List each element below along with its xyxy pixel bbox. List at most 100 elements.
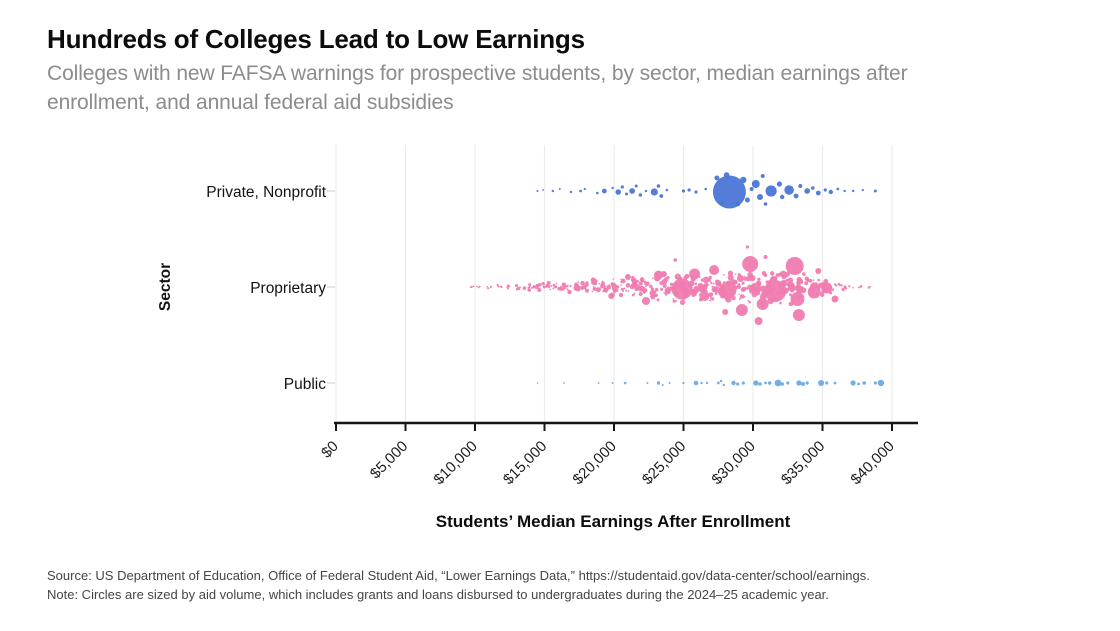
bubble <box>591 290 594 293</box>
bubble <box>629 188 635 194</box>
bubble <box>761 270 767 276</box>
bubble <box>583 285 586 289</box>
bubble <box>723 172 730 178</box>
bubble <box>552 283 556 287</box>
bubble <box>877 379 885 387</box>
bubble <box>738 293 740 296</box>
bubble <box>550 284 553 287</box>
bubble <box>506 286 508 288</box>
bubble <box>596 191 599 195</box>
bubble <box>801 382 805 386</box>
bubble <box>654 295 657 297</box>
bubble <box>821 282 833 294</box>
bubble <box>831 288 835 291</box>
bubble <box>620 287 624 291</box>
category-label-proprietary: Proprietary <box>250 280 326 297</box>
chart-title: Hundreds of Colleges Lead to Low Earning… <box>47 24 585 54</box>
bubble <box>625 192 628 196</box>
bubble <box>743 275 746 278</box>
bubble <box>622 287 625 290</box>
bubble <box>735 304 748 316</box>
bubble <box>681 189 686 193</box>
bubble <box>615 288 619 292</box>
bubble <box>580 280 585 286</box>
bubble <box>620 280 623 284</box>
bubble <box>763 255 768 259</box>
x-axis <box>334 421 918 431</box>
bubble <box>536 382 539 384</box>
bubble <box>555 286 557 288</box>
bubble <box>546 281 551 285</box>
bubble <box>709 265 720 275</box>
source-note: Source: US Department of Education, Offi… <box>47 568 870 583</box>
bubble <box>727 270 734 276</box>
bubble <box>486 285 489 288</box>
bubble <box>620 284 622 286</box>
bubble <box>542 285 545 288</box>
bubble <box>700 278 705 282</box>
bubble <box>562 285 565 288</box>
bubble <box>786 381 790 385</box>
bubble <box>763 202 768 206</box>
bubble <box>741 281 745 285</box>
bubble <box>613 290 616 294</box>
x-tick-label: $30,000 <box>708 438 758 488</box>
bubble <box>704 187 707 191</box>
bubble <box>600 285 604 289</box>
bubble <box>532 285 535 288</box>
x-tick-label: $35,000 <box>778 438 828 488</box>
bubble <box>683 275 688 280</box>
bubble <box>818 380 825 386</box>
bubble <box>754 317 763 325</box>
bubble <box>723 273 725 276</box>
bubble <box>841 287 845 292</box>
bubble <box>664 292 666 295</box>
bubble <box>833 381 837 385</box>
bubble <box>779 301 782 305</box>
bubble <box>631 275 635 280</box>
category-tick-marks <box>327 190 335 384</box>
bubble <box>736 275 744 282</box>
bubble <box>487 287 490 290</box>
bubble <box>694 282 698 286</box>
series-public <box>536 379 885 387</box>
bubble <box>574 282 578 287</box>
bubble <box>757 194 763 200</box>
bubble <box>585 281 589 285</box>
bubble <box>844 287 848 290</box>
bubble <box>722 309 729 315</box>
x-tick-label: $25,000 <box>639 438 689 488</box>
bubble <box>693 287 699 294</box>
bubble <box>623 381 627 385</box>
bubble <box>625 283 630 288</box>
bubble <box>581 286 584 289</box>
bubble <box>644 285 647 288</box>
bubble <box>631 293 635 297</box>
bubble <box>739 294 745 299</box>
bubble <box>740 176 747 184</box>
bubble <box>794 284 801 292</box>
bubble <box>709 299 712 302</box>
bubble <box>552 287 555 290</box>
bubble <box>811 186 815 190</box>
bubble <box>800 286 804 289</box>
bubble <box>756 298 769 310</box>
bubble <box>757 282 761 287</box>
bubble <box>820 292 825 297</box>
bubble <box>700 381 703 385</box>
bubble <box>584 287 587 290</box>
bubble <box>694 190 698 194</box>
bubble <box>707 278 712 282</box>
bubble <box>634 184 638 188</box>
bubble <box>802 272 806 276</box>
bubble <box>749 187 754 191</box>
bubble <box>558 188 561 190</box>
bubble <box>832 289 834 292</box>
bubble <box>857 286 860 289</box>
bubble <box>784 185 794 195</box>
bubble <box>859 285 862 289</box>
bubble <box>764 280 787 302</box>
bubble <box>563 382 565 384</box>
bubble <box>765 185 777 197</box>
bubble <box>710 281 712 284</box>
